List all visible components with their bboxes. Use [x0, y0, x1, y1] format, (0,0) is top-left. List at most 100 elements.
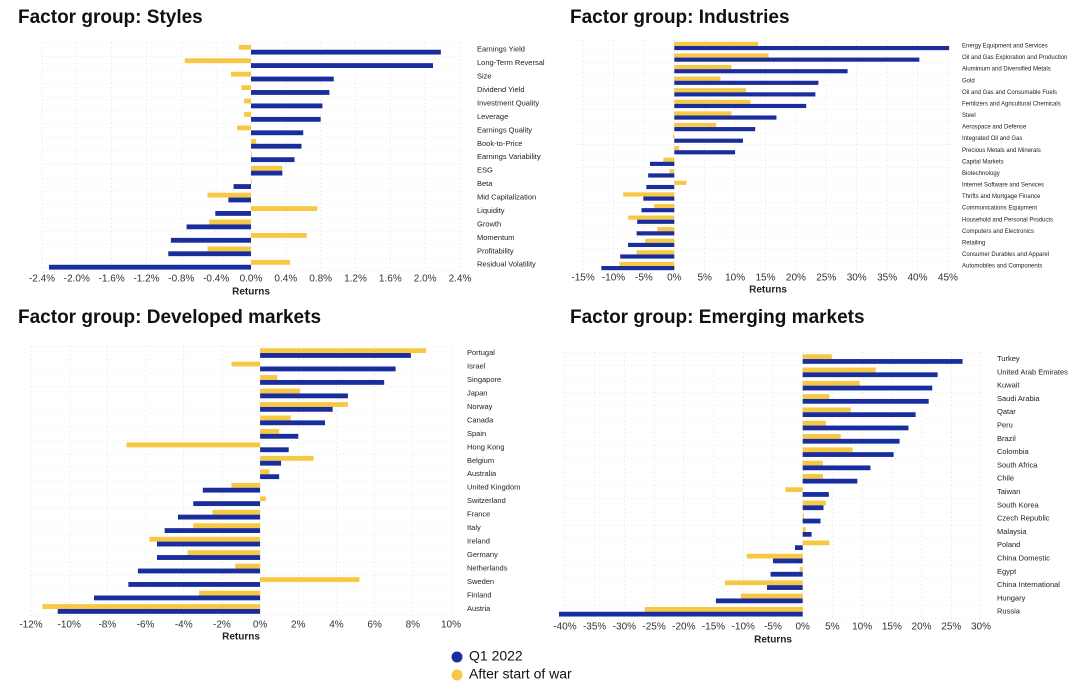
bar: [251, 49, 441, 55]
category-label: China Domestic: [997, 554, 1050, 563]
category-label: Canada: [467, 415, 494, 424]
bar: [770, 571, 803, 577]
bar: [260, 469, 270, 475]
bar: [802, 354, 832, 360]
x-tick-label: 0.4%: [274, 274, 297, 285]
bar: [746, 553, 803, 559]
bar: [802, 473, 823, 479]
bar: [674, 57, 920, 62]
category-label: Saudi Arabia: [997, 394, 1040, 403]
bar: [740, 593, 803, 599]
x-tick-label: -5%: [635, 273, 653, 284]
category-label: Kuwait: [997, 381, 1020, 390]
x-tick-label: 1.6%: [379, 274, 402, 285]
category-label: Automobiles and Components: [962, 264, 1042, 270]
bar: [168, 251, 251, 257]
bar: [641, 208, 675, 213]
bar: [260, 348, 427, 354]
category-label: Peru: [997, 421, 1013, 430]
category-label: Egypt: [997, 567, 1017, 576]
bar: [674, 92, 816, 97]
bar: [184, 58, 251, 64]
bar: [644, 606, 803, 612]
x-tick-label: 20%: [786, 273, 806, 284]
bar: [231, 482, 261, 488]
category-label: ESG: [477, 166, 493, 175]
x-axis-label: Returns: [232, 287, 270, 298]
bar: [674, 99, 751, 104]
bar: [802, 438, 900, 444]
bar: [251, 76, 334, 82]
category-label: Precious Metals and Minerals: [962, 148, 1041, 154]
bar: [654, 203, 675, 209]
bar: [199, 590, 261, 596]
category-label: Hong Kong: [467, 442, 505, 451]
bar: [260, 496, 266, 502]
x-tick-label: -35%: [583, 622, 606, 633]
bar: [251, 157, 295, 163]
category-label: Residual Volatility: [477, 260, 536, 269]
category-label: Steel: [962, 113, 976, 119]
category-label: Liquidity: [477, 206, 505, 215]
x-tick-label: -10%: [602, 273, 625, 284]
bar: [802, 425, 909, 431]
bar: [628, 215, 675, 220]
bar: [48, 264, 251, 270]
bar: [802, 420, 826, 426]
x-tick-label: 20%: [912, 622, 932, 633]
bar: [209, 219, 251, 225]
category-label: Ireland: [467, 537, 490, 546]
x-tick-label: 0%: [253, 620, 268, 631]
bar: [657, 227, 675, 232]
category-label: Fertilizers and Agricultural Chemicals: [962, 101, 1061, 107]
category-label: Capital Markets: [962, 159, 1004, 165]
bar: [260, 474, 280, 480]
bar: [674, 122, 717, 128]
category-label: Colombia: [997, 447, 1030, 456]
bar: [772, 558, 803, 564]
bar: [674, 180, 687, 185]
bar: [715, 598, 803, 604]
x-tick-label: 40%: [908, 273, 928, 284]
category-label: Momentum: [477, 233, 515, 242]
category-label: Malaysia: [997, 527, 1027, 536]
bar: [674, 76, 721, 81]
bar: [802, 367, 876, 373]
x-tick-label: 15%: [882, 622, 902, 633]
category-label: Turkey: [997, 354, 1020, 363]
x-tick-label: -5%: [764, 622, 782, 633]
bar: [802, 465, 871, 471]
bar: [649, 161, 675, 166]
bar: [794, 545, 803, 551]
bar: [260, 353, 411, 358]
x-tick-label: -20%: [672, 622, 695, 633]
x-tick-label: 10%: [441, 620, 461, 631]
bar: [623, 192, 675, 197]
bar: [207, 192, 251, 198]
bar: [231, 361, 261, 367]
x-axis-label: Returns: [749, 285, 787, 296]
bar: [674, 88, 747, 93]
category-label: Retailing: [962, 240, 985, 246]
bar: [251, 165, 283, 171]
bar: [802, 380, 860, 386]
bar: [802, 492, 829, 497]
bar: [128, 582, 261, 587]
category-label: Russia: [997, 607, 1021, 616]
bar: [674, 115, 777, 120]
bar: [673, 134, 675, 139]
bar: [126, 442, 261, 448]
bar: [260, 455, 314, 461]
bar: [674, 69, 848, 74]
bar: [251, 206, 318, 211]
x-tick-label: -2.0%: [64, 274, 90, 285]
bar: [802, 527, 806, 532]
x-tick-label: 2.4%: [449, 274, 472, 285]
bar: [251, 103, 323, 109]
category-label: Communications Equipment: [962, 206, 1037, 212]
chart-title: Factor group: Emerging markets: [570, 307, 865, 328]
category-label: Investment Quality: [477, 98, 539, 107]
bar: [802, 505, 824, 511]
category-label: Japan: [467, 388, 487, 397]
